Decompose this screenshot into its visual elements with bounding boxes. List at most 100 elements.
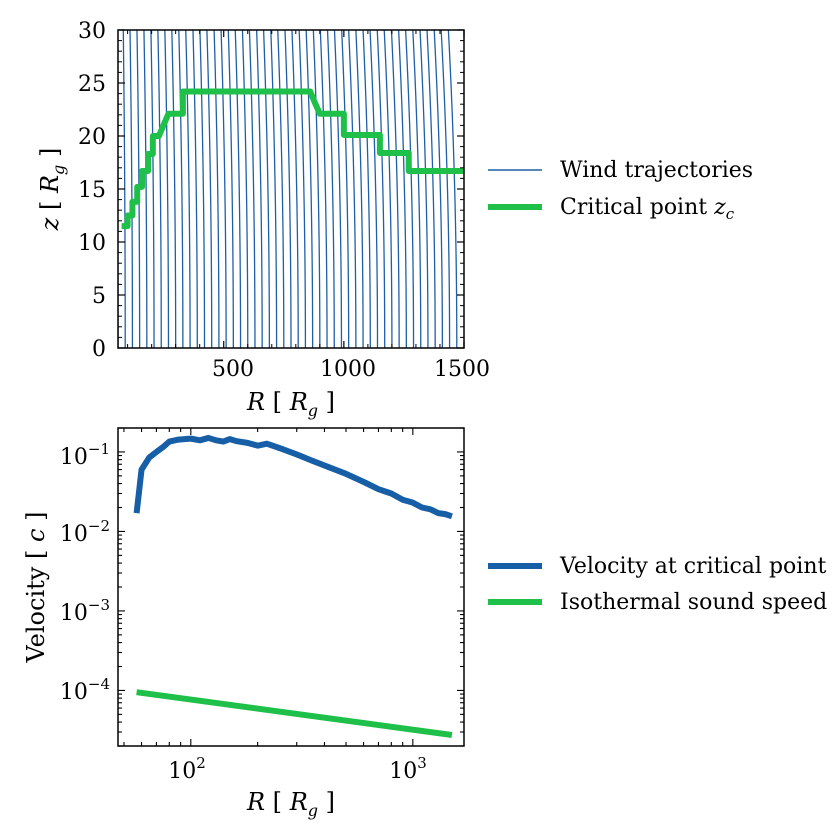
bottom-ylabel: Velocity [ c ]: [22, 512, 50, 664]
top-ylabel-sub: g: [49, 165, 68, 175]
legend-label-velocity: Velocity at critical point: [559, 554, 826, 579]
top-ytick-label: 5: [92, 284, 106, 309]
wind-trajectory-line: [376, 30, 386, 348]
bottom-ytick-exp: −2: [88, 517, 110, 535]
top-xlabel-sub: g: [308, 401, 318, 420]
top-ylabel-open: [: [36, 201, 64, 210]
top-ytick-label: 15: [78, 178, 106, 203]
legend-label-critical: Critical point zc: [560, 195, 735, 223]
top-xlabel: R [ Rg ]: [246, 388, 335, 422]
wind-trajectory-line: [277, 30, 285, 348]
top-xlabel-open: [: [273, 388, 282, 416]
bottom-axes-frame: [117, 427, 465, 747]
legend-critical-sub: c: [726, 205, 735, 223]
legend-label-sound: Isothermal sound speed: [560, 590, 827, 615]
top-xtick-label: 500: [212, 357, 254, 382]
wind-trajectory-line: [433, 30, 444, 348]
wind-trajectory-line: [262, 30, 271, 348]
wind-trajectory-line: [199, 30, 206, 348]
wind-trajectory-line: [312, 30, 321, 348]
bottom-xlabel: R [ Rg ]: [246, 788, 335, 822]
bottom-xtick-exp: 3: [417, 754, 427, 772]
wind-trajectory-line: [143, 30, 148, 348]
wind-trajectory-line: [319, 30, 328, 348]
wind-trajectory-line: [227, 30, 234, 348]
wind-trajectory-line: [164, 30, 170, 348]
wind-trajectory-line: [178, 30, 184, 348]
velocity-series-line: [133, 434, 453, 520]
top-xlabel-sym: R: [289, 388, 308, 416]
legend-critical-name: Critical point: [560, 195, 707, 220]
bottom-ytick-label: 10−1: [60, 440, 110, 470]
top-ylabel-close: ]: [36, 148, 64, 157]
wind-trajectory-line: [150, 30, 155, 348]
bottom-ytick-exp: −1: [88, 440, 110, 458]
bottom-xtick-label: 102: [168, 754, 206, 784]
top-ylabel-sym: R: [36, 175, 64, 194]
bottom-ytick-label: 10−4: [60, 675, 110, 705]
wind-trajectory-line: [248, 30, 256, 348]
wind-trajectory-line: [298, 30, 307, 348]
top-ytick-label: 0: [92, 337, 106, 362]
wind-trajectory-line: [326, 30, 335, 348]
bottom-ytick-base: 10: [60, 445, 88, 470]
bottom-ytick-label: 10−2: [60, 517, 110, 547]
wind-trajectory-line: [185, 30, 191, 348]
top-ylabel-var: z: [36, 217, 64, 231]
top-legend: Wind trajectories Critical point zc: [488, 158, 753, 223]
bottom-xlabel-sym: R: [289, 788, 308, 816]
sound-speed-series-line: [136, 689, 453, 738]
wind-trajectories: [118, 30, 458, 348]
bottom-ytick-exp: −3: [88, 596, 110, 614]
wind-trajectory-line: [284, 30, 292, 348]
wind-trajectory-line: [404, 30, 415, 348]
bottom-xlabel-sub: g: [308, 801, 318, 820]
bottom-xtick-exp: 2: [196, 754, 206, 772]
bottom-xtick-base: 10: [168, 759, 196, 784]
wind-trajectory-line: [333, 30, 343, 348]
wind-trajectory-line: [192, 30, 198, 348]
legend-critical-sym: z: [713, 195, 726, 220]
wind-trajectory-line: [348, 30, 357, 348]
wind-trajectory-line: [171, 30, 177, 348]
wind-trajectory-line: [447, 30, 458, 348]
wind-trajectory-line: [129, 30, 134, 348]
wind-trajectory-line: [291, 30, 299, 348]
wind-trajectory-line: [426, 30, 436, 348]
wind-trajectory-line: [397, 30, 407, 348]
bottom-ytick-base: 10: [60, 522, 88, 547]
bottom-ylabel-var: Velocity: [22, 566, 50, 663]
wind-trajectory-line: [234, 30, 242, 348]
wind-trajectory-line: [412, 30, 422, 348]
wind-trajectory-line: [440, 30, 451, 348]
bottom-xlabel-open: [: [273, 788, 282, 816]
wind-trajectory-line: [341, 30, 350, 348]
wind-trajectory-line: [241, 30, 249, 348]
bottom-ytick-exp: −4: [88, 675, 110, 693]
wind-trajectory-line: [390, 30, 400, 348]
bottom-legend: Velocity at critical point Isothermal so…: [488, 554, 827, 615]
wind-trajectory-line: [270, 30, 278, 348]
bottom-ylabel-open: [: [22, 550, 50, 559]
wind-trajectory-line: [419, 30, 429, 348]
wind-trajectory-line: [255, 30, 263, 348]
bottom-chart: 102 103 10−4 10−3 10−2 10−1 R [ Rg ] Vel…: [22, 427, 827, 822]
bottom-xtick-base: 10: [389, 759, 417, 784]
legend-label-wind: Wind trajectories: [560, 158, 753, 183]
wind-trajectory-line: [355, 30, 364, 348]
wind-trajectory-line: [220, 30, 227, 348]
wind-trajectory-line: [305, 30, 314, 348]
wind-trajectory-line: [383, 30, 393, 348]
wind-trajectory-line: [369, 30, 379, 348]
wind-trajectory-line: [157, 30, 162, 348]
bottom-xlabel-var: R: [246, 788, 265, 816]
top-ytick-label: 30: [78, 19, 106, 44]
top-xtick-label: 1000: [320, 357, 376, 382]
wind-trajectory-line: [362, 30, 371, 348]
bottom-ylabel-close: ]: [22, 512, 50, 521]
top-ytick-label: 20: [78, 125, 106, 150]
bottom-xlabel-close: ]: [326, 788, 335, 816]
top-xlabel-var: R: [246, 388, 265, 416]
bottom-ylabel-sym: c: [22, 529, 50, 542]
